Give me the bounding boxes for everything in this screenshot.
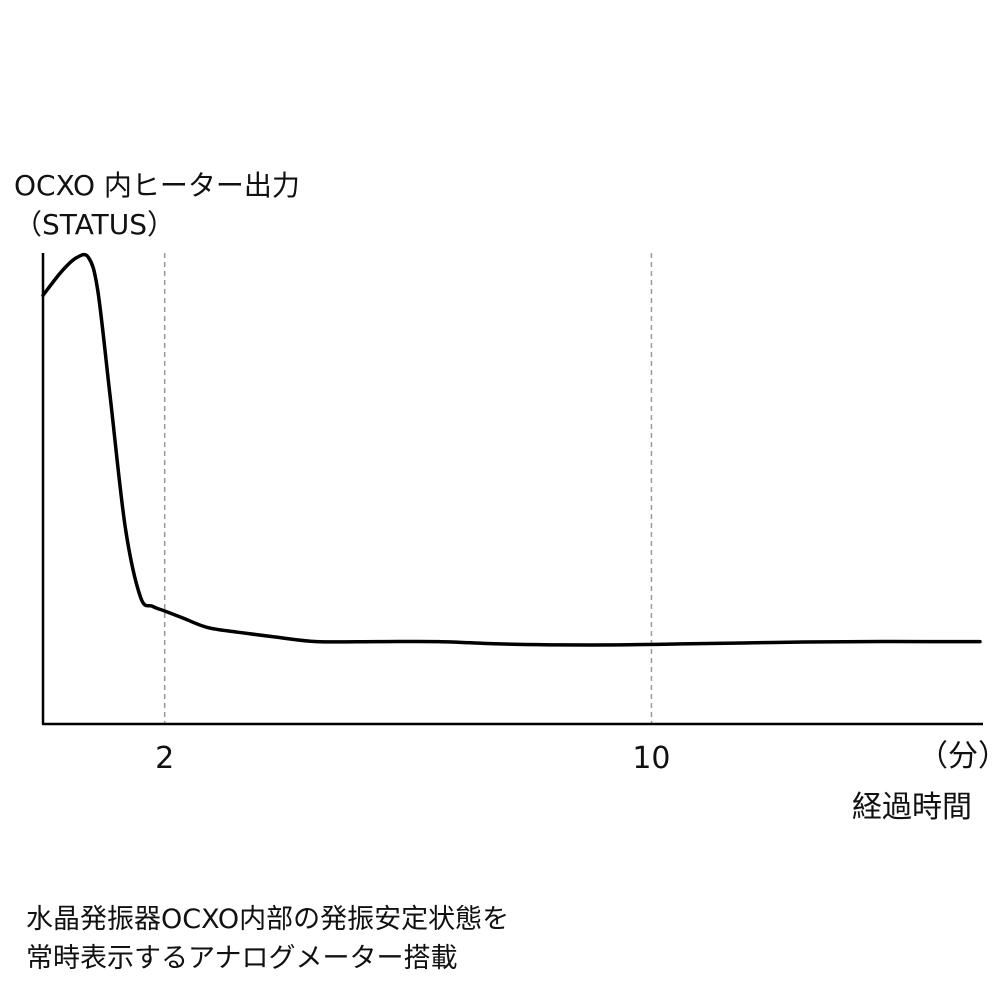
y-axis-label-line-1: OCXO 内ヒーター出力 <box>14 169 300 202</box>
x-tick-label-2: 2 <box>155 741 175 776</box>
x-axis-unit-label: （分） <box>918 739 1000 774</box>
x-axis-label: 経過時間 <box>852 790 972 825</box>
x-tick-label-10: 10 <box>632 741 671 776</box>
caption-line-1: 水晶発振器OCXO内部の発振安定状態を <box>26 904 510 935</box>
series-line-heater-output <box>41 252 982 647</box>
y-axis-label-line-2: （STATUS） <box>14 208 176 241</box>
grid-lines <box>163 253 653 724</box>
caption-line-2: 常時表示するアナログメーター搭載 <box>26 943 458 974</box>
